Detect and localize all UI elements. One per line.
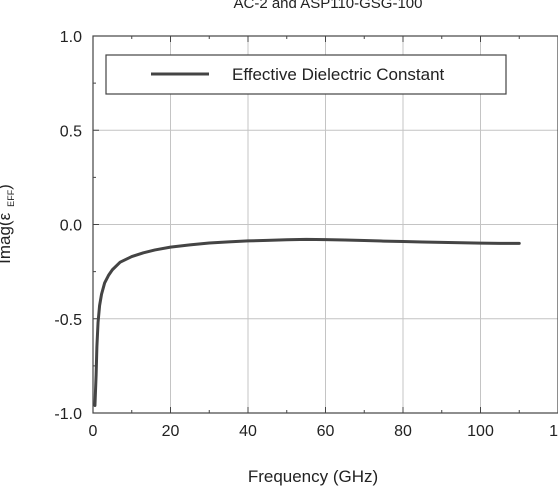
legend-label: Effective Dielectric Constant xyxy=(232,65,445,84)
y-tick-label: 1.0 xyxy=(60,29,82,46)
x-tick-label: 80 xyxy=(394,423,412,440)
x-tick-label: 40 xyxy=(239,423,257,440)
series-layer xyxy=(93,237,521,407)
x-tick-label: 60 xyxy=(317,423,335,440)
y-axis-label-main: Imag(ε xyxy=(0,212,14,263)
x-tick-label: 20 xyxy=(162,423,180,440)
x-axis-label: Frequency (GHz) xyxy=(248,467,378,486)
y-tick-label: -1.0 xyxy=(54,406,82,423)
y-axis-label-suffix: ) xyxy=(0,184,14,190)
legend: Effective Dielectric Constant xyxy=(105,54,507,95)
y-tick-label: 0.5 xyxy=(60,123,82,140)
y-axis-label-subscript: EFF xyxy=(6,189,16,207)
x-tick-label: 0 xyxy=(89,423,98,440)
x-tick-label: 100 xyxy=(467,423,494,440)
tick-labels-layer: 0 20 40 60 80 100 12 -1.0 -0.5 0.0 0.5 1.0 xyxy=(54,29,558,440)
grid-layer xyxy=(93,36,558,413)
chart-title: AC-2 and ASP110-GSG-100 xyxy=(234,0,423,12)
y-tick-label: 0.0 xyxy=(60,218,82,235)
series-line-effective-dielectric-constant xyxy=(93,237,521,407)
x-tick-label: 12 xyxy=(549,423,558,440)
y-axis-label: Imag(ε EFF) xyxy=(0,184,16,264)
y-tick-label: -0.5 xyxy=(54,312,82,329)
